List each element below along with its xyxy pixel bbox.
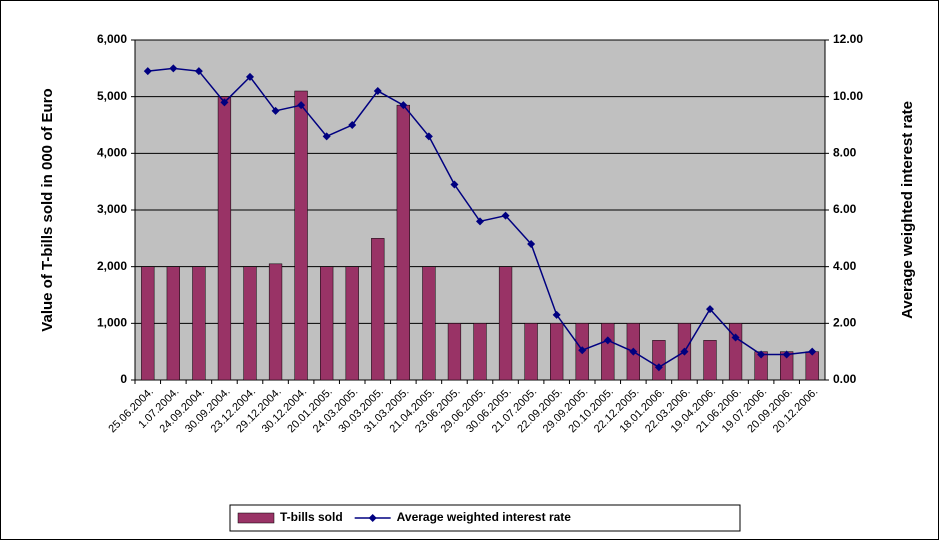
bar (550, 323, 564, 381)
marker (169, 64, 178, 73)
marker (194, 67, 203, 76)
bar (601, 323, 615, 381)
legend-swatch (368, 514, 377, 522)
marker (424, 132, 433, 141)
marker (757, 350, 766, 359)
marker (476, 217, 484, 226)
bar (703, 340, 717, 381)
marker (246, 72, 254, 81)
y-tick-label: 4,000 (97, 146, 127, 160)
y2-tick-label: 12.00 (833, 32, 863, 46)
y2-tick-label: 0.00 (833, 372, 857, 386)
y-axis-title: Value of T-bills sold in 000 of Euro (39, 88, 56, 331)
marker (552, 310, 561, 319)
bar (396, 104, 410, 381)
marker (680, 347, 689, 356)
marker (808, 347, 817, 356)
bar (371, 238, 385, 381)
bar (498, 266, 513, 381)
y-tick-label: 0 (120, 372, 127, 386)
legend-label: Average weighted interest rate (397, 510, 572, 524)
y-tick-label: 6,000 (97, 32, 127, 46)
legend-swatch (237, 512, 275, 524)
marker (143, 67, 152, 76)
y2-tick-label: 6.00 (833, 202, 857, 216)
marker (271, 106, 280, 115)
bar (473, 323, 487, 381)
bar (422, 266, 436, 381)
marker (322, 132, 331, 141)
bar (243, 266, 257, 381)
bar (141, 266, 155, 381)
bar (294, 90, 308, 381)
y-tick-label: 2,000 (97, 259, 127, 273)
marker (603, 336, 612, 345)
bar (652, 340, 666, 381)
marker (527, 240, 536, 248)
marker (578, 346, 587, 355)
bar (805, 351, 819, 381)
marker (348, 121, 357, 129)
marker (297, 101, 306, 110)
bar (345, 266, 359, 381)
marker (399, 101, 408, 110)
y2-tick-label: 2.00 (833, 316, 857, 330)
y2-tick-label: 8.00 (833, 146, 857, 160)
bar (320, 266, 334, 381)
y2-axis-title: Average weighted interest rate (899, 101, 916, 319)
marker (654, 363, 663, 372)
bar (268, 263, 283, 381)
bar (217, 96, 232, 381)
marker (629, 347, 638, 356)
bar (166, 266, 180, 381)
y-tick-label: 3,000 (97, 202, 127, 216)
y-tick-label: 5,000 (97, 89, 127, 103)
bar (524, 323, 538, 381)
marker (220, 98, 229, 107)
marker (706, 305, 714, 314)
y2-tick-label: 10.00 (833, 89, 863, 103)
marker (373, 87, 382, 95)
marker (782, 350, 791, 359)
bar (447, 323, 462, 381)
marker (450, 180, 459, 189)
marker (731, 333, 740, 342)
marker (501, 211, 510, 220)
legend (229, 504, 741, 532)
y-tick-label: 1,000 (97, 316, 127, 330)
y2-tick-label: 4.00 (833, 259, 857, 273)
legend-label: T-bills sold (280, 510, 343, 524)
bar (192, 266, 206, 381)
